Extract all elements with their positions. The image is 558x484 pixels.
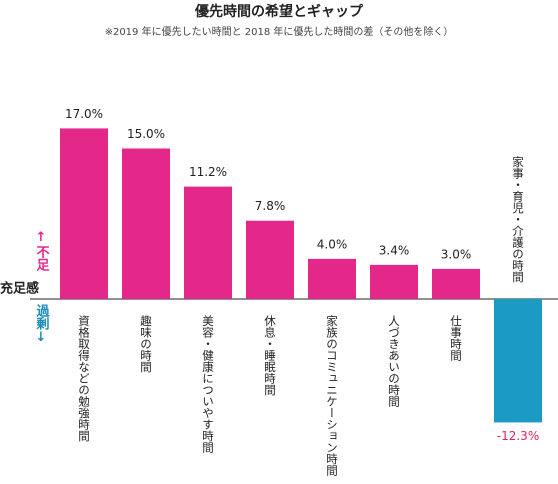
bar	[246, 220, 294, 299]
lower-label: 過剰↓	[34, 303, 51, 345]
bar	[432, 268, 480, 299]
value-label: 3.4%	[379, 243, 410, 257]
category-label: 仕事時間	[449, 315, 463, 362]
chart-subtitle: ※2019 年に優先したい時間と 2018 年に優先した時間の差（その他を除く）	[105, 25, 454, 38]
bar	[494, 299, 542, 423]
value-label: 3.0%	[441, 247, 472, 261]
bar	[60, 128, 108, 299]
axis-label: 充足感	[0, 281, 39, 297]
bar	[184, 186, 232, 299]
category-label: 人づきあいの時間	[387, 315, 401, 408]
category-label: 趣味の時間	[139, 314, 153, 373]
value-label: -12.3%	[497, 429, 539, 443]
value-label: 7.8%	[255, 199, 286, 213]
bar	[370, 264, 418, 299]
upper-label: ↑不足	[34, 230, 50, 272]
category-label: 家事・育児・介護の時間	[511, 155, 525, 283]
chart-title: 優先時間の希望とギャップ	[194, 3, 364, 20]
value-label: 15.0%	[127, 127, 165, 141]
bar	[308, 258, 356, 299]
value-label: 4.0%	[317, 237, 348, 251]
value-label: 11.2%	[189, 165, 227, 179]
category-label: 休息・睡眠時間	[263, 315, 277, 396]
category-label: 美容・健康についやす時間	[201, 314, 215, 454]
category-label: 資格取得などの勉強時間	[77, 315, 91, 442]
category-label: 家族のコミュニケーション時間	[325, 314, 339, 477]
bar	[122, 148, 170, 299]
value-label: 17.0%	[65, 107, 103, 121]
